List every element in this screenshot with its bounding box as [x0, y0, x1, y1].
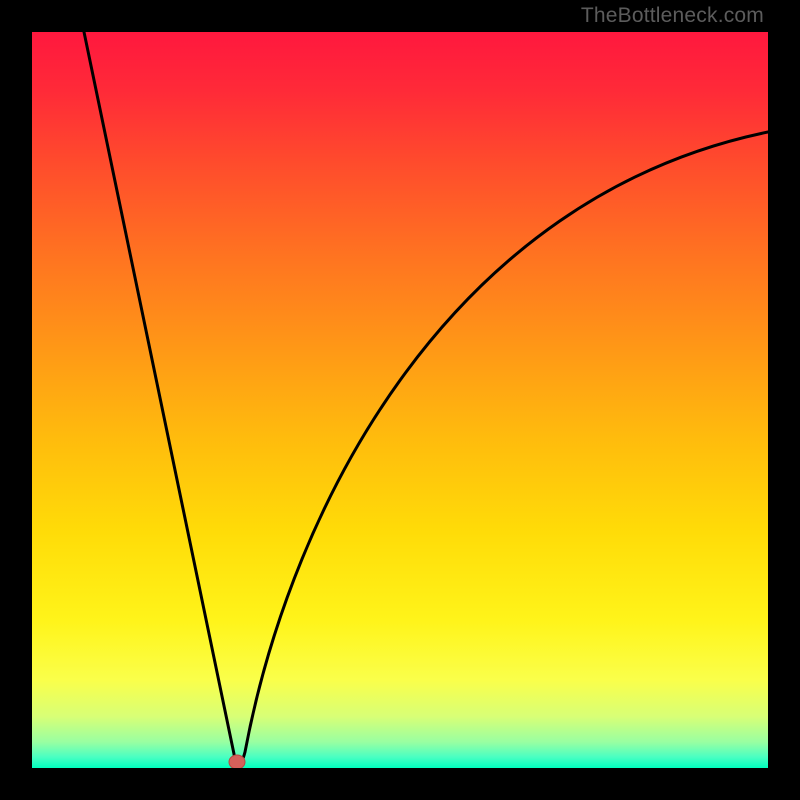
- plot-area: [32, 32, 768, 768]
- watermark-text: TheBottleneck.com: [581, 4, 764, 28]
- gradient-background: [32, 32, 768, 768]
- notch-marker-dot: [229, 755, 245, 768]
- chart-svg: [32, 32, 768, 768]
